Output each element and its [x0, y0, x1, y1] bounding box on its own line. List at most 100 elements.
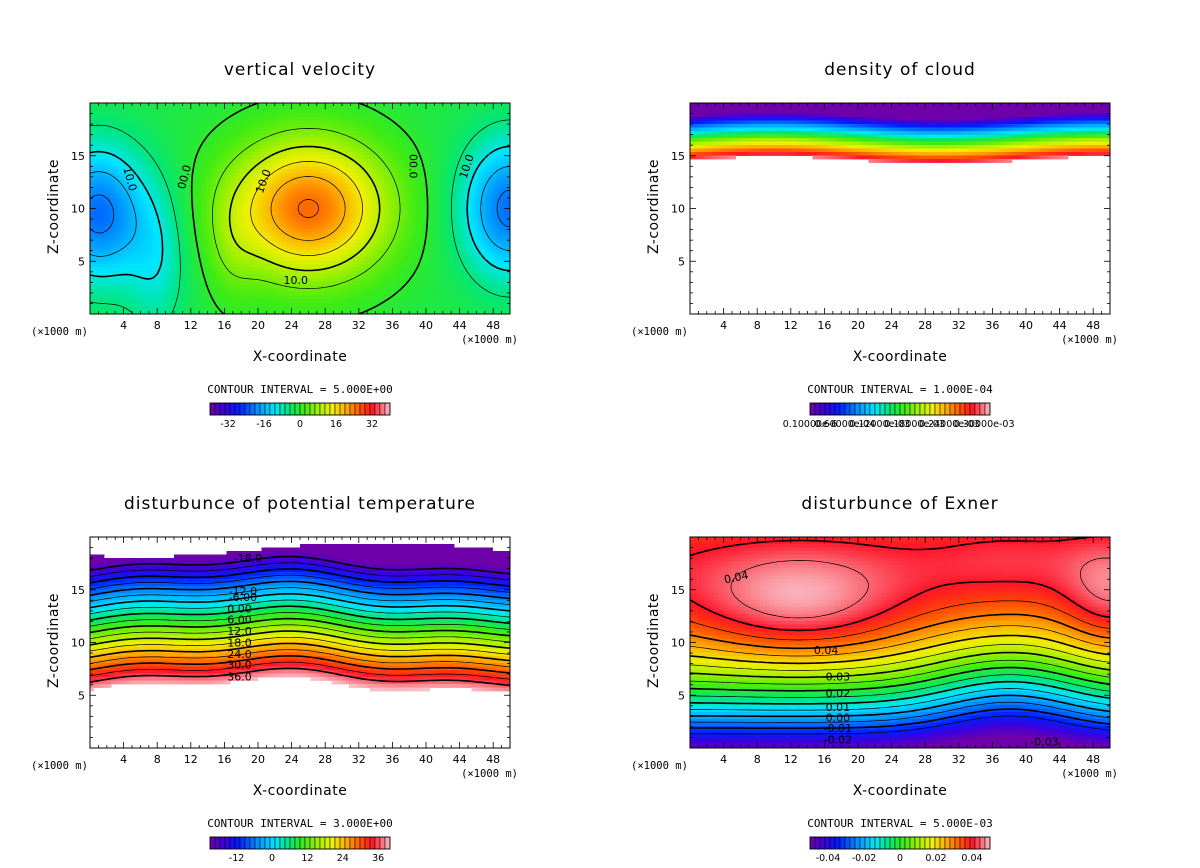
x-tick-label: 40: [1019, 319, 1033, 332]
colorbar-swatch: [879, 836, 886, 850]
contour-line: [90, 599, 510, 618]
colorbar-swatch: [854, 402, 861, 416]
colorbar-swatch: [374, 402, 381, 416]
x-tick-label: 8: [154, 319, 161, 332]
colorbar-swatch: [814, 402, 821, 416]
contour-interval: CONTOUR INTERVAL = 3.000E+00: [207, 817, 392, 830]
colorbar-swatch: [984, 402, 991, 416]
contour-line: [690, 680, 1110, 705]
colorbar-swatch: [849, 402, 856, 416]
colorbar-swatch: [264, 836, 271, 850]
y-tick-label: 10: [671, 203, 685, 216]
colorbar-swatch: [344, 402, 351, 416]
colorbar-swatch: [329, 836, 336, 850]
colorbar-swatch: [229, 836, 236, 850]
x-tick-label: 8: [154, 753, 161, 766]
colorbar-swatch: [824, 402, 831, 416]
contour-line: [90, 580, 510, 600]
x-tick-label: 32: [352, 319, 366, 332]
colorbar-frame: [209, 836, 391, 850]
x-tick-label: 12: [184, 753, 198, 766]
x-tick-label: 12: [784, 753, 798, 766]
x-tick-label: 20: [251, 753, 265, 766]
colorbar-label: 0.24000e-03: [919, 419, 980, 430]
colorbar-swatch: [254, 836, 261, 850]
x-tick-label: 24: [285, 753, 299, 766]
colorbar-swatch: [839, 402, 846, 416]
colorbar-swatch: [964, 836, 971, 850]
colorbar-swatch: [824, 836, 831, 850]
colorbar-swatch: [289, 836, 296, 850]
colorbar-swatch: [259, 402, 266, 416]
y-tick-label: 10: [71, 637, 85, 650]
colorbar-label: -0.02: [852, 853, 877, 864]
x-tick-label: 36: [385, 753, 399, 766]
x-unit-left: (×1000 m): [31, 760, 88, 772]
colorbar-swatch: [864, 836, 871, 850]
colorbar-swatch: [949, 402, 956, 416]
colorbar-swatch: [874, 402, 881, 416]
colorbar-swatch: [964, 402, 971, 416]
x-tick-label: 20: [251, 319, 265, 332]
colorbar-swatch: [299, 836, 306, 850]
contour-line: [90, 667, 510, 687]
colorbar-swatch: [924, 402, 931, 416]
colorbar-swatch: [214, 836, 221, 850]
colorbar-swatch: [879, 402, 886, 416]
x-tick-label: 8: [754, 319, 761, 332]
colorbar-label: 0.30000e-03: [954, 419, 1015, 430]
contour-line: [90, 642, 510, 662]
colorbar-swatch: [309, 402, 316, 416]
contour-line: [690, 708, 1110, 729]
contour-label: 0.00: [227, 603, 252, 616]
contour-line: [690, 625, 1110, 657]
x-tick-label: 8: [754, 753, 761, 766]
contour-line: [90, 612, 510, 630]
colorbar-swatch: [369, 836, 376, 850]
colorbar-swatch: [914, 836, 921, 850]
contour-label: -0.01: [824, 722, 852, 735]
contour-label: 0.00: [826, 711, 851, 724]
x-unit-right: (×1000 m): [461, 768, 518, 780]
colorbar-swatch: [349, 402, 356, 416]
colorbar-label: 0.02: [925, 853, 946, 864]
colorbar-swatch: [819, 836, 826, 850]
contour-line: [90, 661, 510, 680]
contour-line: [690, 613, 1110, 650]
colorbar-label: 36: [372, 853, 384, 864]
colorbar-swatch: [929, 402, 936, 416]
colorbar-swatch: [244, 836, 251, 850]
colorbar-swatch: [349, 836, 356, 850]
contour-line: [90, 617, 510, 637]
x-unit-left: (×1000 m): [631, 760, 688, 772]
colorbar-swatch: [909, 836, 916, 850]
contour-lines: [90, 103, 510, 314]
x-tick-label: 48: [1086, 753, 1100, 766]
colorbar-label: 0.12000e-03: [849, 419, 910, 430]
colorbar-swatch: [304, 836, 311, 850]
colorbar-swatch: [984, 836, 991, 850]
axis-ticks: [690, 537, 1110, 748]
colorbar-swatch: [829, 836, 836, 850]
x-tick-label: 12: [184, 319, 198, 332]
colorbar-swatch: [274, 836, 281, 850]
y-tick-label: 15: [71, 150, 85, 163]
colorbar-swatch: [239, 836, 246, 850]
colorbar-swatch: [954, 836, 961, 850]
colorbar-swatch: [229, 402, 236, 416]
contour-label: 12.0: [227, 625, 252, 638]
colorbar-swatch: [939, 836, 946, 850]
contour-line: [690, 688, 1110, 711]
contour-label: -12.0: [229, 585, 257, 598]
colorbar-swatch: [329, 402, 336, 416]
colorbar-swatch: [894, 402, 901, 416]
x-axis-label: X-coordinate: [253, 783, 348, 799]
colorbar-frame: [209, 402, 391, 416]
axis-ticks: [690, 103, 1110, 314]
colorbar-swatch: [829, 402, 836, 416]
colorbar-swatch: [934, 402, 941, 416]
contour-label: 30.0: [227, 659, 252, 672]
colorbar-swatch: [954, 402, 961, 416]
